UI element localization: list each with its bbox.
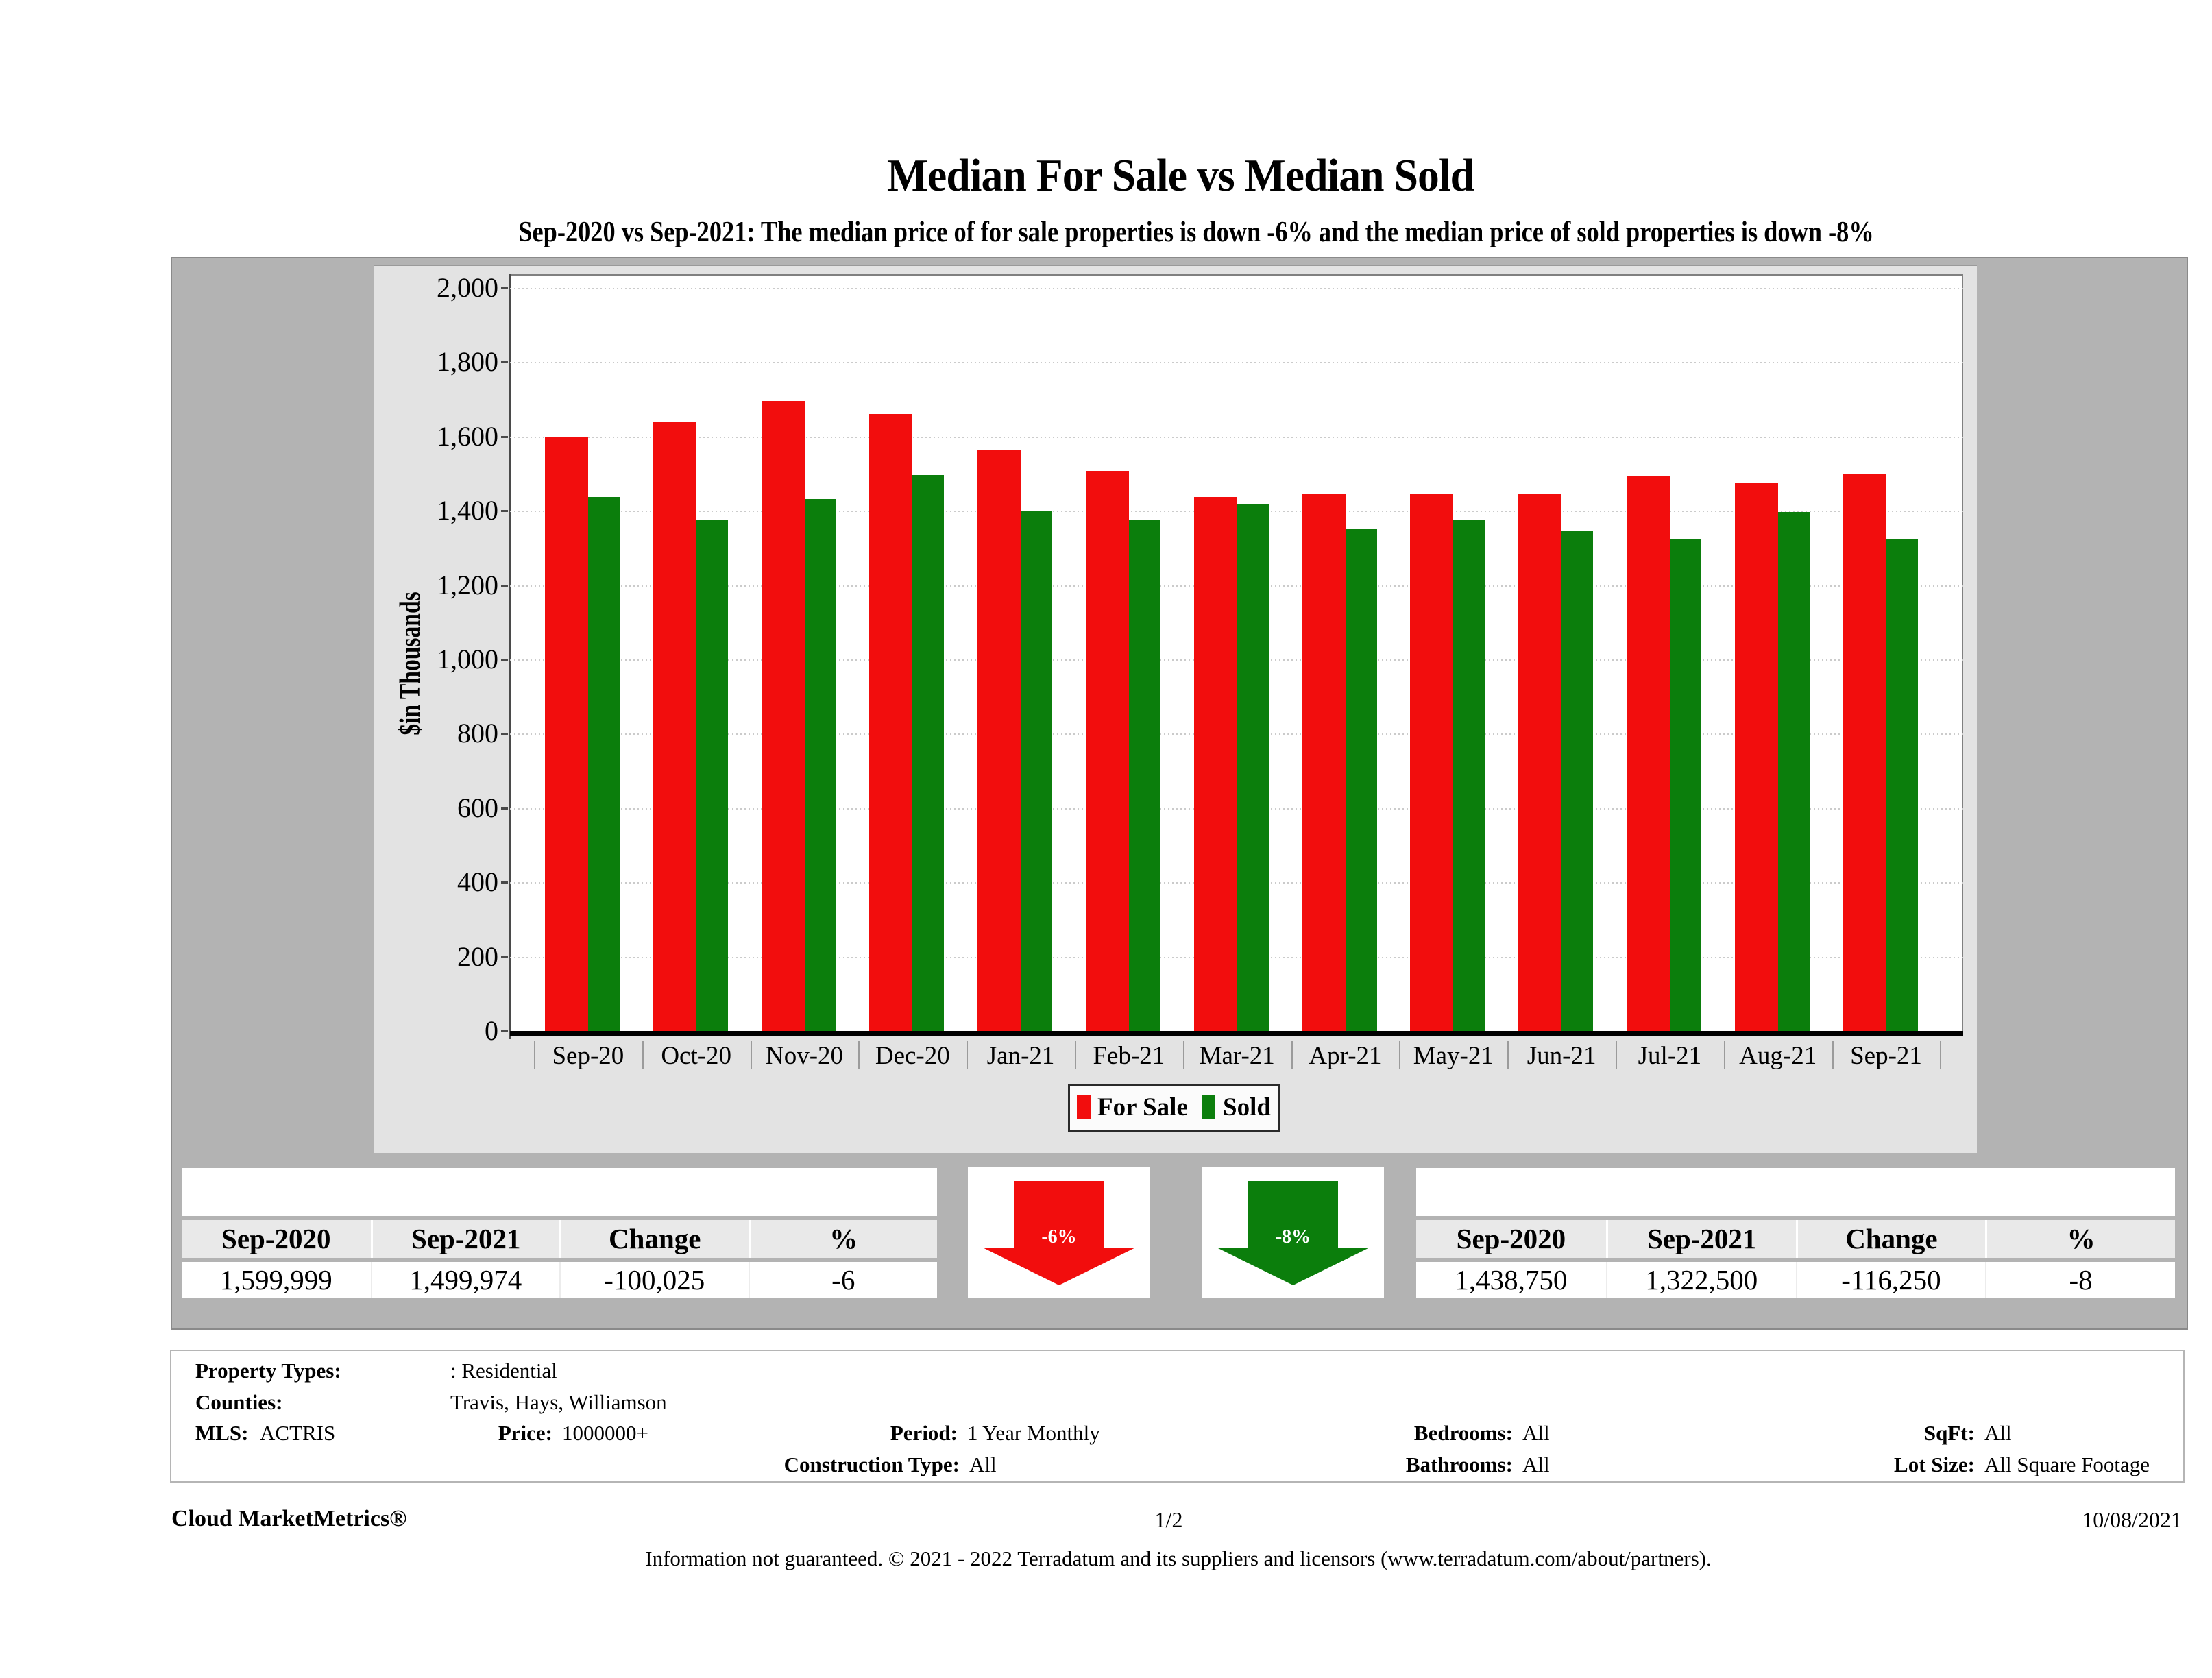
svg-text:-6%: -6% (1041, 1226, 1076, 1248)
svg-text:-8%: -8% (1276, 1226, 1311, 1248)
